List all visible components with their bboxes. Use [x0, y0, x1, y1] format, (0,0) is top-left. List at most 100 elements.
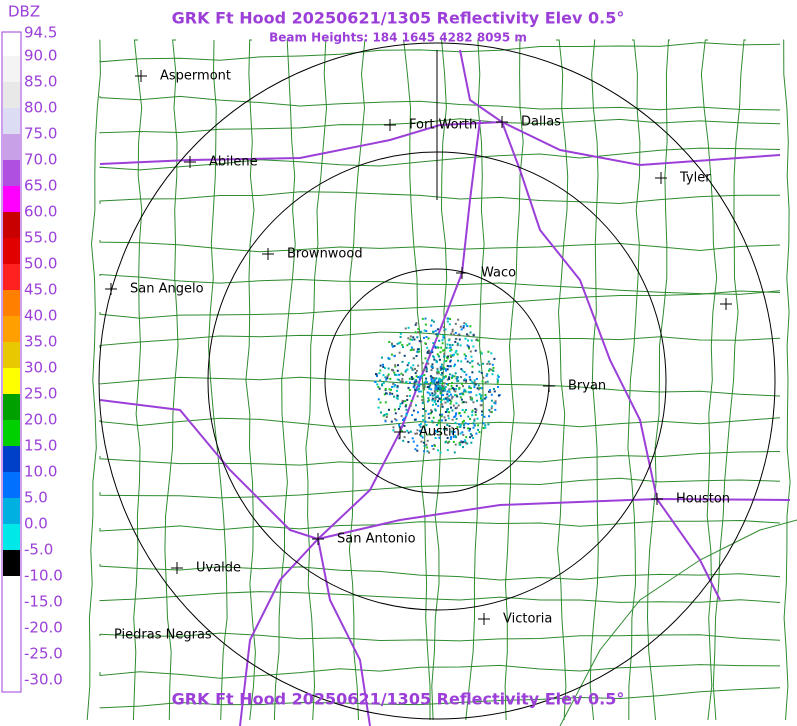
echo	[453, 353, 455, 356]
echo	[482, 427, 485, 429]
echo	[460, 368, 463, 371]
echo	[424, 323, 427, 326]
legend-label: 70.0	[24, 151, 57, 169]
echo	[450, 387, 453, 390]
echo	[382, 382, 385, 384]
echo	[484, 397, 487, 400]
echo	[399, 402, 402, 405]
echo	[415, 404, 417, 407]
echo	[472, 422, 475, 425]
echo	[490, 405, 493, 408]
echo	[473, 418, 476, 421]
echo	[459, 414, 462, 417]
echo	[394, 373, 396, 376]
echo	[470, 434, 473, 437]
echo	[440, 398, 443, 401]
echo	[460, 328, 463, 331]
county-line	[627, 39, 641, 721]
echo	[488, 368, 491, 371]
echo	[490, 411, 493, 414]
title: GRK Ft Hood 20250621/1305 Reflectivity E…	[172, 9, 625, 28]
echo	[396, 389, 398, 392]
echo	[386, 375, 389, 378]
legend-label: 5.0	[24, 489, 48, 507]
echo	[431, 445, 434, 447]
echo	[436, 332, 439, 335]
echo	[379, 369, 382, 372]
echo	[456, 342, 459, 345]
echo	[465, 380, 467, 383]
echo	[446, 383, 448, 385]
legend-swatch	[3, 160, 20, 186]
echo	[446, 393, 449, 396]
echo	[459, 344, 462, 347]
echo	[440, 363, 443, 366]
echo	[480, 372, 483, 374]
echo	[374, 381, 377, 383]
echo	[444, 419, 447, 422]
echo	[425, 424, 428, 427]
echo	[433, 393, 436, 396]
legend-swatch	[3, 446, 20, 472]
county-line	[207, 39, 228, 721]
echo	[449, 354, 452, 357]
echo	[446, 428, 448, 431]
county-line	[99, 290, 781, 319]
echo	[413, 384, 416, 387]
echo	[475, 394, 478, 397]
echo	[447, 441, 449, 444]
city-label: Tyler	[679, 171, 711, 186]
legend-swatch	[3, 368, 20, 394]
echo	[451, 418, 454, 421]
echo	[386, 377, 389, 380]
echo	[393, 395, 395, 398]
echo	[465, 323, 468, 326]
echo	[392, 382, 395, 385]
subtitle: Beam Heights: 184 1645 4282 8095 m	[269, 31, 527, 45]
echo	[457, 404, 460, 407]
echo	[385, 378, 388, 381]
echo	[436, 369, 439, 372]
echo	[457, 334, 460, 337]
echo	[446, 397, 449, 400]
echo	[381, 383, 384, 386]
echo	[435, 360, 438, 363]
legend-label: 15.0	[24, 437, 57, 455]
echo	[438, 358, 441, 361]
echo	[421, 317, 424, 320]
echo	[462, 325, 465, 327]
echo	[445, 368, 447, 371]
echo	[435, 333, 438, 336]
echo	[462, 401, 465, 404]
legend: DBZ 94.5 90.0 85.0 80.0 75.0 70.0 65.0 60.0 55.0…	[1, 3, 63, 693]
echo	[448, 378, 451, 380]
echo	[442, 326, 445, 329]
echo	[450, 436, 452, 439]
echo	[406, 368, 409, 371]
echo	[486, 362, 489, 365]
echo	[422, 419, 425, 421]
echo	[492, 370, 495, 372]
echo	[440, 415, 443, 418]
echo	[416, 348, 419, 351]
legend-swatch	[3, 602, 20, 628]
echo	[413, 381, 416, 384]
echo	[432, 355, 435, 358]
echo	[454, 322, 457, 325]
echo	[439, 392, 442, 395]
legend-label: -5.0	[24, 541, 53, 559]
echo	[399, 405, 401, 408]
echo	[451, 381, 453, 384]
county-line	[504, 39, 524, 721]
echo	[387, 373, 390, 376]
echo	[394, 384, 397, 387]
echo	[464, 337, 467, 340]
echo	[450, 376, 453, 379]
echo	[486, 373, 489, 376]
radar-echoes	[374, 317, 501, 454]
echo	[473, 386, 476, 389]
echo	[461, 369, 464, 372]
echo	[477, 339, 479, 342]
echo	[497, 386, 499, 388]
echo	[409, 349, 412, 352]
